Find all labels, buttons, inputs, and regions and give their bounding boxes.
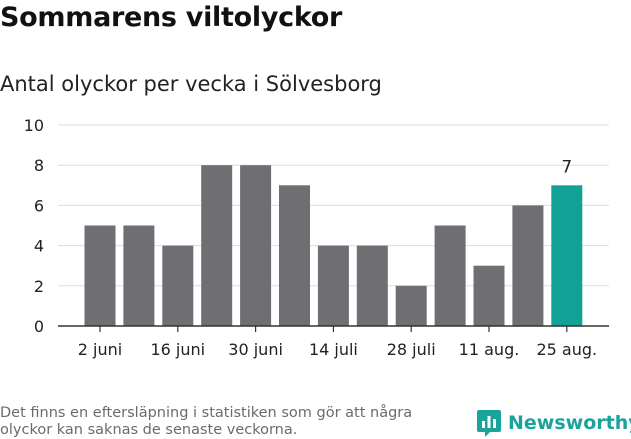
bar xyxy=(512,205,544,326)
bar xyxy=(395,285,427,326)
x-tick-label: 16 juni xyxy=(150,340,205,359)
x-tick-label: 25 aug. xyxy=(536,340,597,359)
bar xyxy=(551,185,583,326)
x-tick-label: 11 aug. xyxy=(459,340,520,359)
y-tick-label: 4 xyxy=(34,237,44,256)
x-tick-label: 28 juli xyxy=(387,340,436,359)
brand-name: Newsworthy xyxy=(508,412,631,434)
x-tick-label: 30 juni xyxy=(228,340,283,359)
bar xyxy=(317,245,349,326)
newsworthy-icon xyxy=(477,410,501,437)
bar xyxy=(356,245,388,326)
newsworthy-logo: Newsworthy xyxy=(476,408,631,438)
x-tick-label: 14 juli xyxy=(309,340,358,359)
y-tick-label: 0 xyxy=(34,317,44,336)
chart-title: Sommarens viltolyckor xyxy=(0,2,343,33)
y-tick-label: 6 xyxy=(34,196,44,215)
x-tick-label: 2 juni xyxy=(78,340,122,359)
bar xyxy=(201,165,233,326)
data-label: 7 xyxy=(561,157,572,177)
bar xyxy=(279,185,310,326)
bar xyxy=(473,265,505,326)
y-tick-label: 2 xyxy=(34,277,44,296)
bar xyxy=(162,245,194,326)
bar xyxy=(434,225,466,326)
bar xyxy=(240,165,272,326)
y-tick-label: 10 xyxy=(24,116,44,135)
chart-subtitle: Antal olyckor per vecka i Sölvesborg xyxy=(0,72,382,96)
footnote: Det finns en eftersläpning i statistiken… xyxy=(0,405,413,438)
bar-chart: 0 2 4 6 8 10 2 juni 16 juni 30 juni 14 juli 28 jul… xyxy=(24,116,609,359)
bar xyxy=(123,225,155,326)
bar xyxy=(84,225,116,326)
y-tick-label: 8 xyxy=(34,156,44,175)
